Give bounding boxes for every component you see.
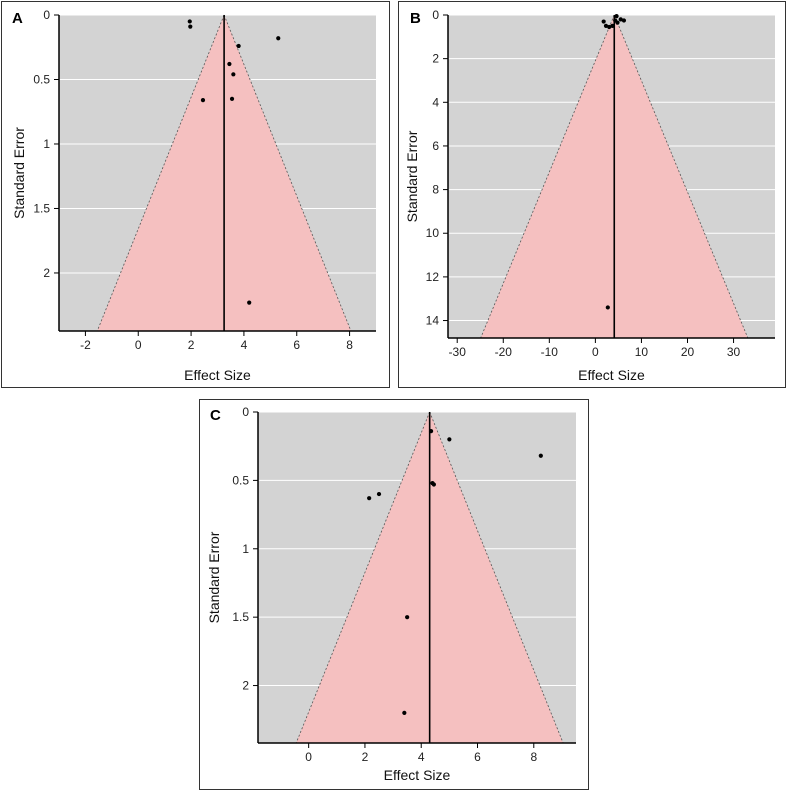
funnel-left-boundary [295,411,431,744]
study-point-2 [607,24,612,30]
study-point-0 [601,19,606,24]
study-point-8 [402,710,407,716]
x-tick-label-2: -10 [541,345,559,359]
study-point-1 [447,437,452,442]
x-tick-label-3: 6 [474,750,481,764]
study-point-5 [376,491,382,497]
funnel-plot-c-svg: C 0 2 4 6 8 0 0.5 1 1.5 2 Effect Size Standard Error [206,405,576,783]
x-tick-label-4: 8 [530,750,537,764]
x-tick-label-6: 30 [727,345,741,359]
y-tick-label-5: 10 [426,226,440,240]
funnel-plot-a-svg: A -2 0 2 4 6 8 0 0.5 1 1.5 2 Effect Size Standard Err… [11,8,376,383]
study-point-3 [236,43,241,49]
study-point-6 [200,98,206,103]
panel-letter: C [210,407,221,424]
y-axis-title: Standard Error [404,130,420,222]
funnel-right-boundary [223,14,352,332]
y-axis-title: Standard Error [11,127,27,219]
study-point-0 [187,19,192,24]
y-tick-label-6: 12 [426,270,440,284]
y-tick-label-4: 2 [43,266,50,280]
x-tick-label-5: 20 [681,345,695,359]
y-tick-label-3: 6 [432,139,439,153]
y-tick-label-0: 0 [43,8,50,22]
y-tick-label-2: 4 [432,95,439,109]
y-tick-label-1: 0.5 [232,473,249,487]
funnel-plot-panel-b: B -30 -20 -10 0 10 20 30 0 2 4 6 8 10 12 14 Effect Size S… [398,1,786,388]
funnel-left-boundary [96,14,225,332]
study-point-8 [614,13,619,19]
x-axis-title: Effect Size [578,367,645,383]
x-axis-title: Effect Size [384,767,451,783]
x-tick-label-0: -2 [80,338,91,352]
study-point-6 [367,496,372,501]
y-tick-label-2: 1 [242,542,249,556]
x-tick-label-1: 2 [362,750,369,764]
funnel-plot-b-svg: B -30 -20 -10 0 10 20 30 0 2 4 6 8 10 12 14 Effect Size S… [404,8,775,383]
study-point-4 [431,482,436,487]
y-tick-label-0: 0 [242,405,249,419]
funnel-plot-panel-a: A -2 0 2 4 6 8 0 0.5 1 1.5 2 Effect Size Standard Err… [1,1,390,388]
study-point-5 [615,20,620,25]
x-tick-label-4: 6 [293,338,300,352]
study-point-0 [428,429,434,434]
y-tick-label-3: 1.5 [33,201,50,215]
y-tick-label-4: 2 [242,679,249,693]
x-axis-title: Effect Size [184,367,251,383]
x-tick-label-1: -20 [495,345,513,359]
funnel-plot-panel-c: C 0 2 4 6 8 0 0.5 1 1.5 2 Effect Size Standard Error [199,399,589,790]
x-tick-label-4: 10 [635,345,649,359]
y-tick-label-7: 14 [426,314,440,328]
study-point-5 [231,72,236,77]
x-tick-label-0: -30 [449,345,467,359]
study-point-7 [621,18,627,23]
study-point-1 [188,24,193,29]
x-tick-label-3: 4 [241,338,248,352]
study-point-4 [227,61,232,67]
funnel-right-boundary [429,411,564,744]
y-tick-label-0: 0 [432,8,439,22]
x-tick-label-2: 4 [418,750,425,764]
y-tick-label-4: 8 [432,183,439,197]
y-tick-label-1: 0.5 [33,72,50,86]
study-point-7 [405,615,410,620]
x-tick-label-1: 0 [135,338,142,352]
study-point-6 [618,17,623,22]
study-point-3 [610,23,615,29]
panel-letter: B [410,10,421,27]
study-point-9 [605,305,610,310]
x-tick-label-3: 0 [592,345,599,359]
y-tick-label-3: 1.5 [232,610,249,624]
study-point-7 [229,96,235,101]
y-tick-label-1: 2 [432,52,439,66]
panel-letter: A [12,10,23,27]
y-axis-title: Standard Error [206,531,222,623]
x-tick-label-2: 2 [188,338,195,352]
study-point-2 [276,36,281,41]
study-point-2 [538,453,543,458]
x-tick-label-0: 0 [305,750,312,764]
study-point-1 [603,23,609,29]
study-point-8 [247,300,252,305]
x-tick-label-5: 8 [346,338,353,352]
y-tick-label-2: 1 [43,137,50,151]
